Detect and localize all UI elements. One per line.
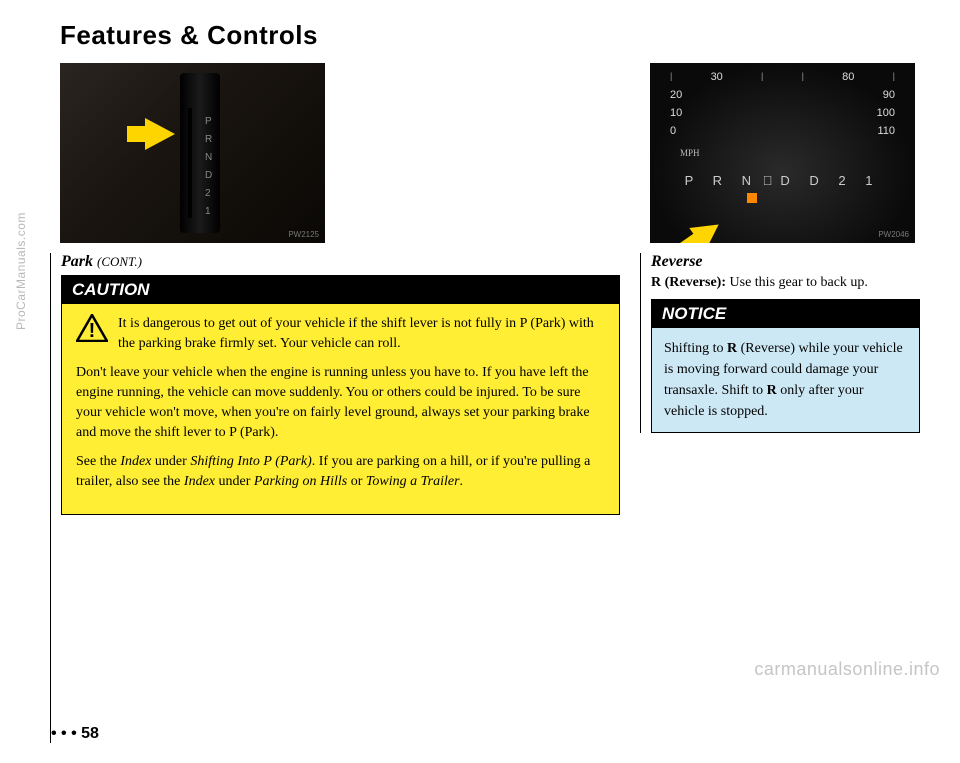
photo-code: PW2125 <box>288 230 319 239</box>
shifter-pos: 2 <box>205 185 212 203</box>
svg-text:!: ! <box>89 320 96 342</box>
warning-triangle-icon: ! <box>76 314 108 342</box>
notice-text: Shifting to R (Reverse) while your vehic… <box>652 328 919 432</box>
gear-indicator: P R N ⃝D D 2 1 <box>685 173 881 188</box>
shifter-pos: D <box>205 167 212 185</box>
notice-header: NOTICE <box>652 300 919 328</box>
reverse-text: R (Reverse): Use this gear to back up. <box>651 275 920 291</box>
page-title: Features & Controls <box>60 20 920 51</box>
caution-box: CAUTION ! It is dangerous to get out of … <box>61 275 620 515</box>
notice-box: NOTICE Shifting to R (Reverse) while you… <box>651 299 920 433</box>
watermark-right: carmanualsonline.info <box>754 659 940 680</box>
shifter-pos: R <box>205 131 212 149</box>
watermark-left: ProCarManuals.com <box>14 212 28 330</box>
dashboard-photo: |30||80| 2090 10100 0110 MPH P R N ⃝D D … <box>650 63 915 243</box>
page-number: • • • 58 <box>51 725 620 743</box>
shifter-pos: 1 <box>205 203 212 221</box>
pointer-arrow-icon <box>145 118 175 150</box>
park-subtitle: Park (CONT.) <box>61 253 620 271</box>
shifter-pos: N <box>205 149 212 167</box>
caution-text: It is dangerous to get out of your vehic… <box>118 314 605 355</box>
caution-header: CAUTION <box>62 276 619 304</box>
shifter-photo: P R N D 2 1 PW2125 <box>60 63 325 243</box>
gear-cursor-icon <box>747 193 757 203</box>
shifter-pos: P <box>205 113 212 131</box>
caution-text: Don't leave your vehicle when the engine… <box>76 363 605 444</box>
mph-label: MPH <box>680 148 700 158</box>
pointer-arrow-icon <box>689 213 726 243</box>
reverse-subtitle: Reverse <box>651 253 920 271</box>
caution-text: See the Index under Shifting Into P (Par… <box>76 452 605 493</box>
photo-code: PW2046 <box>878 230 909 239</box>
